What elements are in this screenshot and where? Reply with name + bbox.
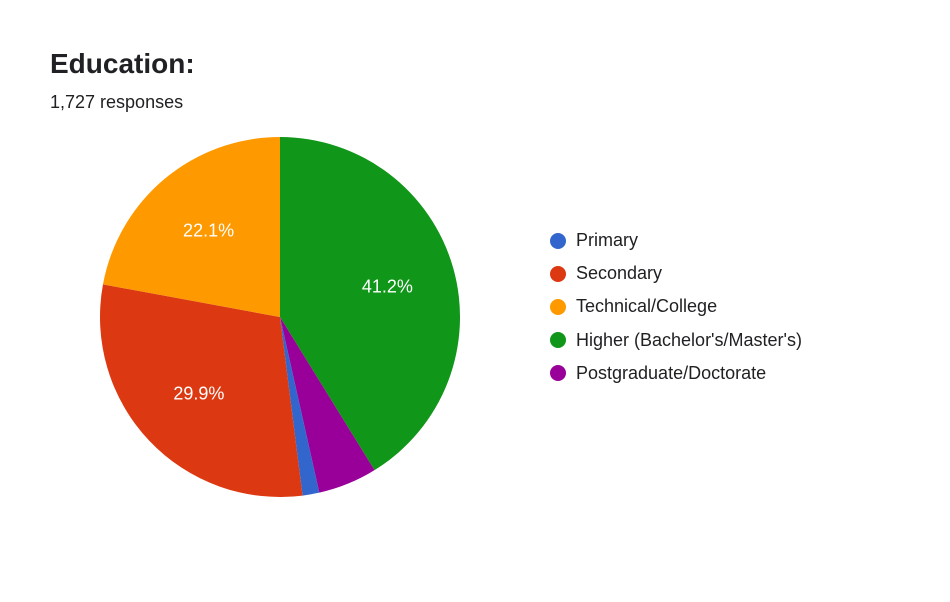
legend-item-postgrad[interactable]: Postgraduate/Doctorate: [550, 361, 802, 386]
pie-svg: [100, 137, 460, 497]
chart-row: 41.2%29.9%22.1% Primary Secondary Technica…: [50, 137, 900, 497]
legend-swatch-technical: [550, 299, 566, 315]
legend-label-postgrad: Postgraduate/Doctorate: [576, 361, 766, 386]
legend-label-higher: Higher (Bachelor's/Master's): [576, 328, 802, 353]
legend-item-secondary[interactable]: Secondary: [550, 261, 802, 286]
legend: Primary Secondary Technical/College Higher …: [550, 228, 802, 386]
legend-swatch-secondary: [550, 266, 566, 282]
pie-slice-secondary[interactable]: [100, 284, 303, 497]
legend-label-secondary: Secondary: [576, 261, 662, 286]
legend-item-technical[interactable]: Technical/College: [550, 294, 802, 319]
chart-container: Education: 1,727 responses 41.2%29.9%22.…: [0, 0, 950, 497]
legend-label-primary: Primary: [576, 228, 638, 253]
legend-label-technical: Technical/College: [576, 294, 717, 319]
pie-chart: 41.2%29.9%22.1%: [100, 137, 460, 497]
legend-item-higher[interactable]: Higher (Bachelor's/Master's): [550, 328, 802, 353]
chart-title: Education:: [50, 48, 900, 80]
legend-item-primary[interactable]: Primary: [550, 228, 802, 253]
legend-swatch-postgrad: [550, 365, 566, 381]
response-count: 1,727 responses: [50, 92, 900, 113]
legend-swatch-primary: [550, 233, 566, 249]
legend-swatch-higher: [550, 332, 566, 348]
